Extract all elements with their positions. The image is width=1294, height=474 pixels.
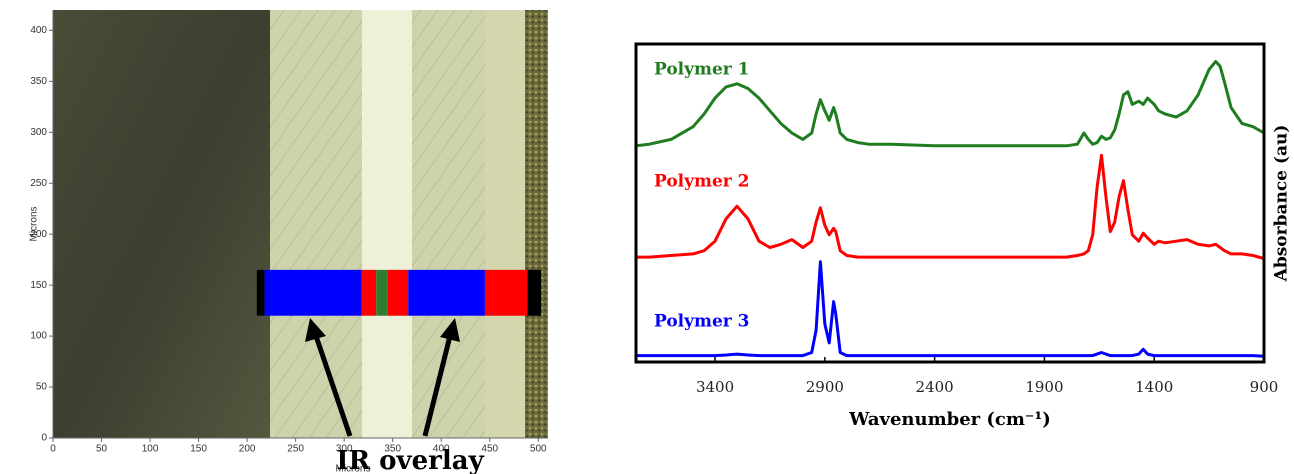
x-tick-label: 900 bbox=[1250, 378, 1279, 396]
overlay-segment bbox=[256, 269, 265, 316]
left-panel: 0 50 100 150 200 250 300 350 400 450 500 0 50 100 150 2… bbox=[29, 10, 548, 474]
overlay-segment bbox=[376, 269, 388, 316]
x-tick-label: 150 bbox=[190, 444, 207, 455]
plot-frame bbox=[634, 42, 1266, 364]
x-tick-label: 0 bbox=[50, 444, 56, 455]
overlay-segment bbox=[527, 269, 542, 316]
y-axis-label: Absorbance (au) bbox=[1272, 125, 1292, 283]
x-tick-label: 500 bbox=[530, 444, 547, 455]
spectrum-line bbox=[636, 260, 1265, 358]
x-tick-label: 250 bbox=[287, 444, 304, 455]
x-tick-label: 100 bbox=[142, 444, 159, 455]
x-axis-label: Microns bbox=[335, 464, 370, 474]
series-label: Polymer 1 bbox=[654, 60, 750, 80]
y-tick-label: 200 bbox=[30, 229, 47, 240]
y-axis-label: Microns bbox=[29, 206, 40, 241]
x-tick-label: 1400 bbox=[1135, 378, 1173, 396]
x-tick-label: 2900 bbox=[806, 378, 844, 396]
overlay-segment bbox=[264, 269, 362, 316]
overlay-segment bbox=[387, 269, 409, 316]
x-tick-label: 350 bbox=[384, 444, 401, 455]
x-tick-label: 450 bbox=[481, 444, 498, 455]
overlay-segment bbox=[361, 269, 377, 316]
annotation-arrows bbox=[305, 318, 460, 437]
spectrum-line bbox=[636, 153, 1265, 261]
series-label: Polymer 3 bbox=[654, 312, 750, 332]
x-tick-label: 3400 bbox=[696, 378, 734, 396]
y-tick-label: 300 bbox=[30, 127, 47, 138]
overlay-segment bbox=[484, 269, 528, 316]
y-tick-label: 100 bbox=[30, 331, 47, 342]
series-label: Polymer 2 bbox=[654, 172, 750, 192]
x-tick-label: 400 bbox=[433, 444, 450, 455]
x-tick-label: 50 bbox=[96, 444, 108, 455]
y-tick-label: 250 bbox=[30, 178, 47, 189]
y-tick-label: 50 bbox=[36, 382, 48, 393]
y-tick-label: 400 bbox=[30, 25, 47, 36]
x-tick-label: 300 bbox=[336, 444, 353, 455]
overlay-segment bbox=[408, 269, 485, 316]
x-tick-label: 200 bbox=[239, 444, 256, 455]
x-axis-label: Wavenumber (cm⁻¹) bbox=[848, 409, 1051, 430]
x-tick-label: 1900 bbox=[1025, 378, 1063, 396]
spectrum-line bbox=[635, 60, 1265, 148]
micrograph bbox=[53, 10, 548, 438]
y-tick-label: 0 bbox=[41, 433, 47, 444]
annotation: IR overlay bbox=[336, 446, 484, 474]
x-tick-label: 2400 bbox=[916, 378, 954, 396]
right-panel: Polymer 1 Polymer 2 Polymer 3 3400 2900 2400 1… bbox=[634, 42, 1292, 430]
y-tick-label: 350 bbox=[30, 76, 47, 87]
y-tick-label: 150 bbox=[30, 280, 47, 291]
